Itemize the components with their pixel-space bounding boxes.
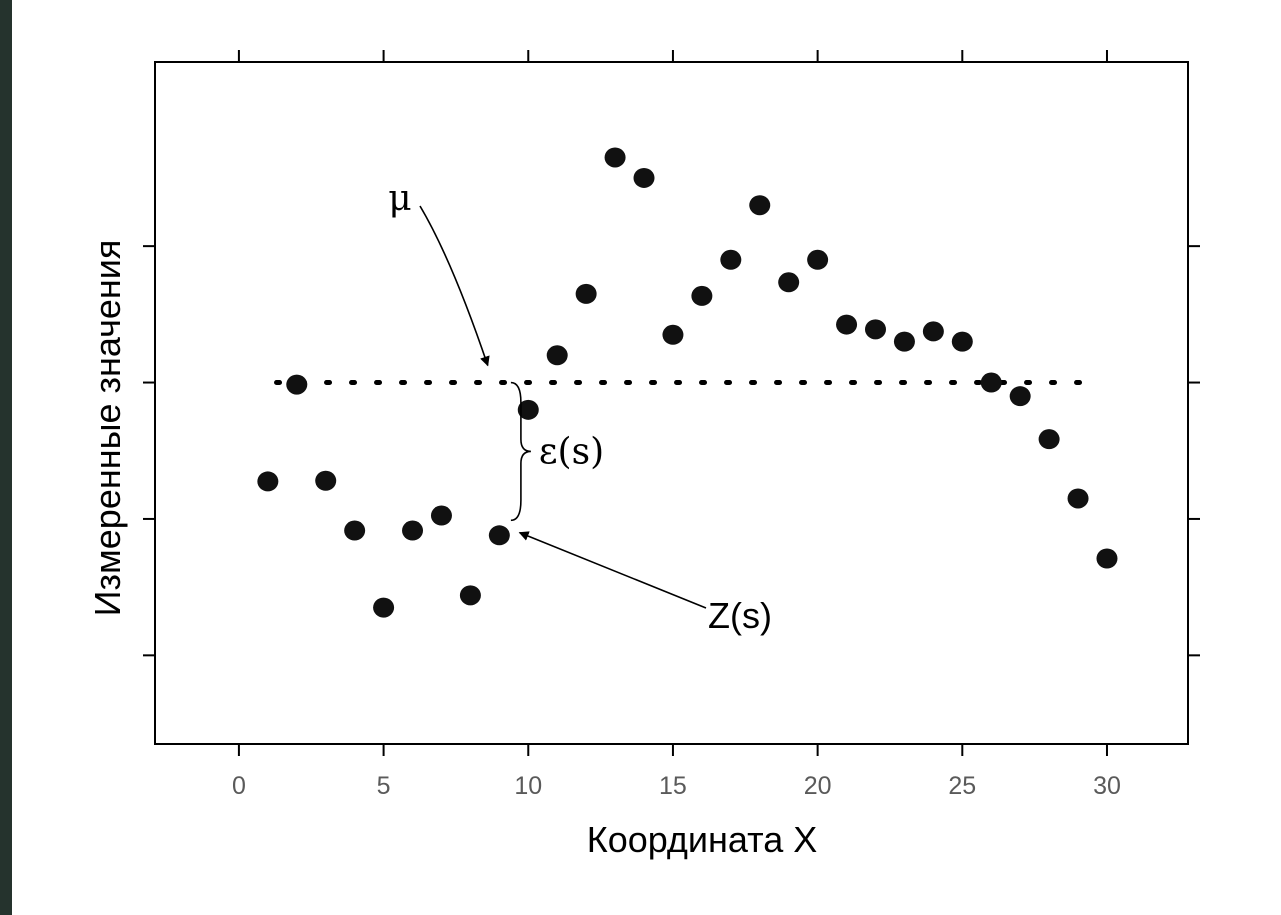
data-point-18 xyxy=(749,195,771,216)
data-point-1 xyxy=(257,471,279,492)
data-point-2 xyxy=(286,374,308,395)
x-tick-label-15: 15 xyxy=(659,772,687,800)
data-point-8 xyxy=(459,585,481,606)
data-point-20 xyxy=(807,249,829,270)
x-axis-label: Координата X xyxy=(587,819,818,860)
data-point-4 xyxy=(344,520,366,541)
chart-canvas: 0 5 10 15 20 25 30 μ ε(s) Z(s) Координата X Изме… xyxy=(12,0,1281,915)
data-point-23 xyxy=(893,331,915,352)
data-point-10 xyxy=(517,399,539,420)
data-point-7 xyxy=(430,505,452,526)
data-point-25 xyxy=(951,331,973,352)
data-point-19 xyxy=(778,272,800,293)
data-point-26 xyxy=(980,372,1002,393)
axis-ticks: 0 5 10 15 20 25 30 xyxy=(143,50,1200,800)
data-point-27 xyxy=(1009,386,1031,407)
data-point-24 xyxy=(922,321,944,342)
data-point-14 xyxy=(633,167,655,188)
data-point-13 xyxy=(604,147,626,168)
data-points xyxy=(257,147,1118,618)
x-tick-label-10: 10 xyxy=(514,772,542,800)
data-point-21 xyxy=(836,314,858,335)
annotations: μ ε(s) Z(s) xyxy=(388,178,772,636)
data-point-6 xyxy=(402,520,424,541)
zs-label: Z(s) xyxy=(708,595,772,636)
data-point-15 xyxy=(662,324,684,345)
data-point-11 xyxy=(546,345,568,366)
data-point-28 xyxy=(1038,429,1060,450)
x-tick-label-0: 0 xyxy=(232,772,246,800)
mu-arrow xyxy=(419,205,490,367)
data-point-29 xyxy=(1067,488,1089,509)
data-point-12 xyxy=(575,283,597,304)
scatter-chart: 0 5 10 15 20 25 30 μ ε(s) Z(s) Координата X Изме… xyxy=(87,50,1200,860)
x-tick-label-25: 25 xyxy=(948,772,976,800)
x-tick-label-5: 5 xyxy=(377,772,391,800)
plot-frame xyxy=(154,61,1189,745)
x-tick-label-30: 30 xyxy=(1093,772,1121,800)
data-point-5 xyxy=(373,597,395,618)
mu-label: μ xyxy=(388,178,411,219)
data-point-17 xyxy=(720,249,742,270)
data-point-9 xyxy=(488,525,510,546)
data-point-3 xyxy=(315,470,337,491)
x-tick-label-20: 20 xyxy=(804,772,832,800)
data-point-16 xyxy=(691,285,713,306)
y-axis-label: Измеренные значения xyxy=(87,240,128,617)
data-point-22 xyxy=(864,319,886,340)
zs-arrow xyxy=(518,531,707,609)
data-point-30 xyxy=(1096,548,1118,569)
epsilon-label: ε(s) xyxy=(539,431,604,472)
